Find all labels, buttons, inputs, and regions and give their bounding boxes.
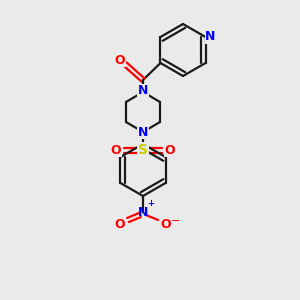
Text: S: S [138, 143, 148, 157]
Text: O: O [111, 143, 121, 157]
Text: O: O [115, 218, 125, 230]
Text: O: O [165, 143, 175, 157]
Text: N: N [138, 85, 148, 98]
Text: N: N [205, 31, 216, 44]
Text: +: + [147, 199, 154, 208]
Text: −: − [171, 216, 180, 226]
Text: O: O [161, 218, 171, 230]
Text: O: O [115, 53, 125, 67]
Text: N: N [138, 206, 148, 218]
Text: N: N [138, 125, 148, 139]
